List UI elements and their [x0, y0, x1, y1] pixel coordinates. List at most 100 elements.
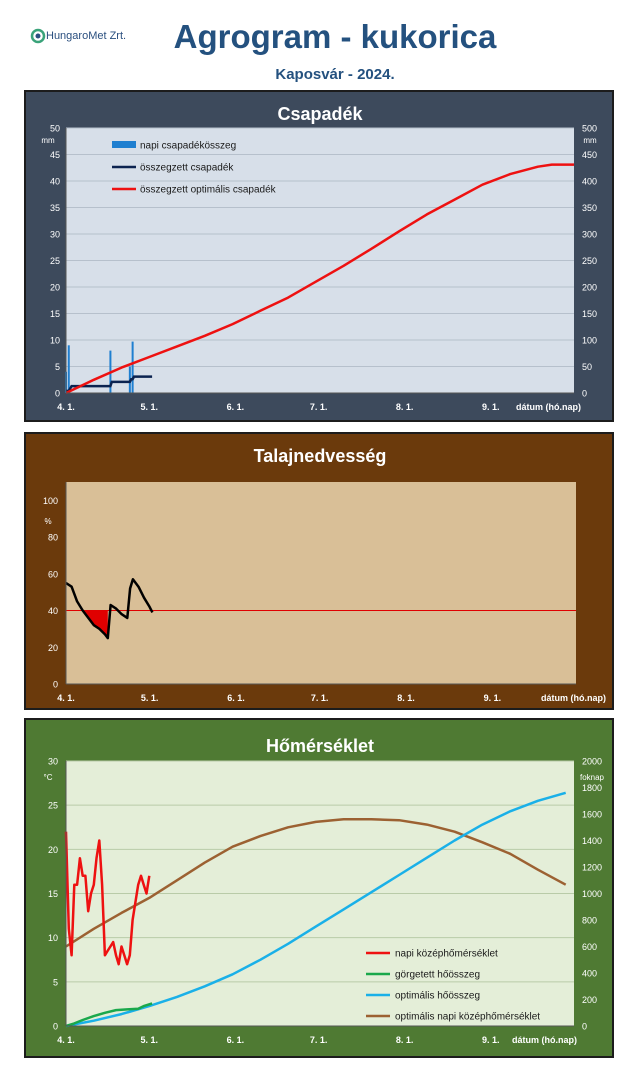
- temperature-chart: Hőmérséklet 0 5 10 15 20 25 30 0 200 400 600 800 1000…: [44, 736, 605, 1045]
- y2-tick-label: 1000: [582, 889, 602, 899]
- legend-swatch: [112, 141, 136, 148]
- x-tick-label: 6. 1.: [227, 402, 245, 412]
- y-tick-label: 15: [50, 309, 60, 319]
- x-tick-label: 8. 1.: [396, 402, 414, 412]
- cumulative-precip-line: [66, 375, 153, 393]
- y-axis-label: %: [44, 517, 51, 526]
- x-tick-label: 4. 1.: [57, 402, 75, 412]
- y2-tick-label: 450: [582, 150, 597, 160]
- legend-label: görgetett hőösszeg: [395, 970, 480, 981]
- y2-tick-label: 500: [582, 124, 597, 134]
- optimal-precip-line: [65, 163, 574, 395]
- x-tick-label: 7. 1.: [311, 693, 329, 703]
- x-tick-label: 6. 1.: [227, 1035, 245, 1045]
- page-subtitle: Kaposvár - 2024.: [275, 66, 395, 83]
- y-tick-label: 25: [48, 801, 58, 811]
- y2-axis-label: mm: [583, 136, 597, 145]
- logo-text: HungaroMet Zrt.: [46, 30, 127, 42]
- y-tick-label: 5: [53, 977, 58, 987]
- y-tick-label: 15: [48, 889, 58, 899]
- temperature-panel: Hőmérséklet 0 5 10 15 20 25 30 0 200 400 600 800 1000…: [24, 718, 614, 1058]
- y-tick-label: 40: [48, 606, 58, 616]
- y-tick-label: 35: [50, 203, 60, 213]
- hungaromet-logo: HungaroMet Zrt.: [30, 28, 150, 50]
- y2-tick-label: 1400: [582, 836, 602, 846]
- y-tick-label: 30: [48, 757, 58, 767]
- y2-tick-label: 600: [582, 942, 597, 952]
- y-tick-label: 30: [50, 230, 60, 240]
- x-tick-label: 7. 1.: [310, 402, 328, 412]
- legend-label: összegzett csapadék: [140, 163, 234, 174]
- optimal-gdd-line: [65, 791, 567, 1028]
- precip-bar: [131, 341, 134, 393]
- y2-tick-label: 1800: [582, 783, 602, 793]
- y2-tick-label: 1200: [582, 863, 602, 873]
- y-tick-label: 100: [43, 496, 58, 506]
- y2-tick-label: 200: [582, 995, 597, 1005]
- y2-tick-label: 0: [582, 1022, 587, 1032]
- precipitation-chart: Csapadék05101520253035404550050100150200…: [41, 104, 597, 412]
- legend-label: optimális napi középhőmérséklet: [395, 1012, 540, 1023]
- legend-label: napi csapadékösszeg: [140, 141, 236, 152]
- y2-tick-label: 0: [582, 389, 587, 399]
- soil-moisture-panel: Talajnedvesség 0 20 40 60 80 100% 4. 1. 5. 1. 6. …: [24, 432, 614, 710]
- precip-bar: [67, 345, 70, 393]
- y-tick-label: 20: [48, 845, 58, 855]
- legend-label: összegzett optimális csapadék: [140, 185, 277, 196]
- y-tick-label: 5: [55, 362, 60, 372]
- y-tick-label: 20: [50, 283, 60, 293]
- x-tick-label: 5. 1.: [141, 1035, 159, 1045]
- optimal-daily-temp-line: [65, 818, 567, 948]
- y2-tick-label: 350: [582, 203, 597, 213]
- x-tick-label: 9. 1.: [482, 1035, 500, 1045]
- y2-tick-label: 2000: [582, 757, 602, 767]
- y-tick-label: 50: [50, 124, 60, 134]
- x-axis-label: dátum (hó.nap): [516, 402, 581, 412]
- y-tick-label: 40: [50, 177, 60, 187]
- y2-tick-label: 50: [582, 362, 592, 372]
- rolling-gdd-line: [65, 1002, 153, 1028]
- y-axis-label: mm: [41, 136, 55, 145]
- y-tick-label: 80: [48, 533, 58, 543]
- daily-temp-line: [64, 831, 151, 966]
- y-tick-label: 10: [48, 933, 58, 943]
- x-tick-label: 7. 1.: [310, 1035, 328, 1045]
- y2-tick-label: 300: [582, 230, 597, 240]
- y-tick-label: 0: [53, 680, 58, 690]
- logo-swirl-icon: [30, 28, 46, 44]
- chart-title: Hőmérséklet: [266, 736, 374, 756]
- chart-title: Csapadék: [277, 104, 363, 124]
- y2-tick-label: 200: [582, 283, 597, 293]
- y-tick-label: 10: [50, 336, 60, 346]
- soil-moisture-line: [65, 578, 154, 640]
- y-tick-label: 0: [53, 1022, 58, 1032]
- y-tick-label: 25: [50, 256, 60, 266]
- y2-tick-label: 150: [582, 309, 597, 319]
- y2-axis-label: foknap: [580, 773, 605, 782]
- x-tick-label: 9. 1.: [482, 402, 500, 412]
- plot-area: [66, 482, 576, 684]
- x-tick-label: 8. 1.: [396, 1035, 414, 1045]
- x-tick-label: 5. 1.: [141, 402, 159, 412]
- legend-label: optimális hőösszeg: [395, 991, 480, 1002]
- y2-tick-label: 400: [582, 969, 597, 979]
- y2-tick-label: 800: [582, 916, 597, 926]
- y2-tick-label: 1600: [582, 810, 602, 820]
- y2-tick-label: 400: [582, 177, 597, 187]
- x-tick-label: 4. 1.: [57, 693, 75, 703]
- page-title: Agrogram - kukorica: [173, 18, 497, 55]
- chart-title: Talajnedvesség: [254, 446, 387, 466]
- precipitation-panel: Csapadék 0 5 10 15 20 25 30 35 40 45 50 0 50 100 150 200…: [24, 90, 614, 422]
- x-tick-label: 9. 1.: [484, 693, 502, 703]
- x-axis-label: dátum (hó.nap): [512, 1035, 577, 1045]
- x-tick-label: 8. 1.: [397, 693, 415, 703]
- y2-tick-label: 100: [582, 336, 597, 346]
- y-tick-label: 45: [50, 150, 60, 160]
- y2-tick-label: 250: [582, 256, 597, 266]
- y-tick-label: 60: [48, 569, 58, 579]
- y-tick-label: 0: [55, 389, 60, 399]
- x-tick-label: 4. 1.: [57, 1035, 75, 1045]
- y-tick-label: 20: [48, 643, 58, 653]
- legend-label: napi középhőmérséklet: [395, 949, 498, 960]
- x-tick-label: 5. 1.: [141, 693, 159, 703]
